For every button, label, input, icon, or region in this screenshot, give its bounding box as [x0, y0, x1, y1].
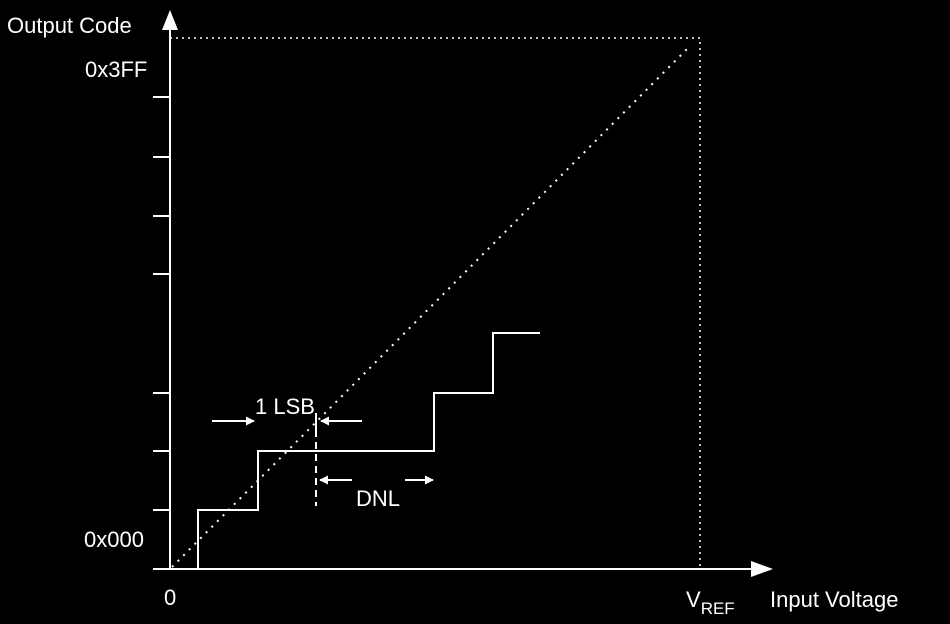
vref-label: VREF [686, 587, 735, 618]
y-axis-ticks [153, 96, 170, 511]
lsb-label: 1 LSB [255, 394, 315, 419]
x-axis-title: Input Voltage [770, 587, 898, 612]
y-axis-bottom-label: 0x000 [84, 527, 144, 552]
x-axis-arrow-icon [751, 561, 773, 577]
ideal-transfer-line [171, 45, 691, 568]
y-axis-top-label: 0x3FF [85, 57, 147, 82]
dnl-label: DNL [356, 486, 400, 511]
vref-main: V [686, 587, 701, 612]
x-axis-origin-label: 0 [164, 585, 176, 610]
full-scale-boundary [170, 37, 701, 569]
actual-transfer-staircase [197, 332, 540, 569]
y-axis-title: Output Code [7, 13, 132, 38]
vref-subscript: REF [701, 599, 735, 618]
y-axis-arrow-icon [162, 10, 178, 30]
